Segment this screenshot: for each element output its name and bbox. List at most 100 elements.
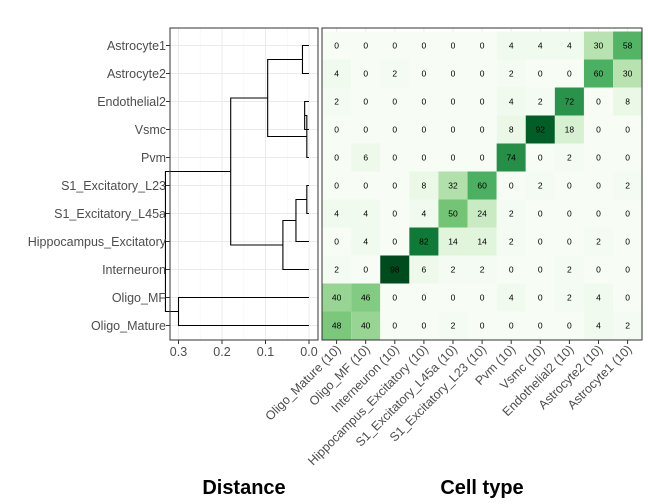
heatmap-cell [380,255,410,284]
heatmap-cell [496,171,526,200]
heatmap-cell-value: 0 [392,153,397,163]
heatmap-cell [380,31,410,60]
heatmap-cell-value: 0 [334,125,339,135]
heatmap-cell [322,283,352,312]
heatmap-cell-value: 0 [538,209,543,219]
dendrogram-xlabel: Distance [202,477,285,499]
heatmap-cell-value: 0 [392,181,397,191]
heatmap-cell [583,199,614,228]
dendrogram-panel: 0.3 0.2 0.1 0.0 [164,27,319,359]
heatmap-cell-value: 0 [596,125,601,135]
heatmap-cell-value: 8 [422,181,427,191]
heatmap-cell [467,311,497,340]
heatmap-cell [554,311,584,340]
heatmap-cell [322,59,352,88]
row-label: Interneuron [102,263,166,277]
heatmap-cell-value: 0 [567,209,572,219]
dendrogram-xtick-label: 0.1 [257,345,274,359]
heatmap-cell [409,59,439,88]
heatmap-cell-value: 46 [361,293,371,303]
heatmap-cell-value: 0 [596,97,601,107]
heatmap-cell-value: 0 [625,125,630,135]
heatmap-cell [525,199,555,228]
heatmap-cell [496,227,526,256]
heatmap-cell-value: 0 [480,97,485,107]
heatmap-cell [409,171,439,200]
heatmap-cell [438,283,468,312]
row-label: S1_Excitatory_L23 [61,179,166,193]
heatmap-cell-value: 0 [392,293,397,303]
heatmap-cell [409,31,439,60]
heatmap-cell-value: 60 [477,181,487,191]
row-label: Astrocyte2 [107,67,166,81]
heatmap-cell [380,283,410,312]
heatmap-cell [380,143,410,172]
heatmap-cell-value: 0 [509,181,514,191]
heatmap-cell-value: 0 [509,321,514,331]
heatmap-xlabel: Cell type [440,477,523,499]
heatmap-cell-value: 4 [596,293,601,303]
heatmap-cell-value: 6 [422,265,427,275]
heatmap-cell [467,143,497,172]
heatmap-cell [351,283,381,312]
heatmap-cell [554,87,584,116]
heatmap-cell [467,87,497,116]
heatmap-cell [322,115,352,144]
heatmap-cell-value: 92 [536,125,546,135]
heatmap-cell-value: 0 [567,321,572,331]
heatmap-cell-value: 0 [538,69,543,79]
heatmap-cell-value: 4 [509,41,514,51]
heatmap-cell [438,31,468,60]
row-label: Pvm [141,151,166,165]
heatmap-cell [496,283,526,312]
heatmap-cell-value: 40 [332,293,342,303]
heatmap-cell [525,87,555,116]
heatmap-cell [380,311,410,340]
heatmap-cell-value: 30 [594,41,604,51]
heatmap-cell-value: 0 [422,125,427,135]
row-label: S1_Excitatory_L45a [54,207,166,221]
heatmap-cell-value: 0 [392,97,397,107]
heatmap-cell-value: 72 [565,97,575,107]
heatmap-cell [613,255,643,284]
heatmap-cell-value: 0 [363,265,368,275]
heatmap-cell [351,171,381,200]
heatmap-cell-value: 2 [509,237,514,247]
heatmap-cell-value: 0 [422,41,427,51]
heatmap-cell-value: 2 [596,237,601,247]
heatmap-cell-value: 4 [334,69,339,79]
heatmap-cell-value: 0 [596,209,601,219]
heatmap-cell [438,59,468,88]
heatmap-cell [351,199,381,228]
heatmap-cell [380,59,410,88]
heatmap-cell [525,143,555,172]
dendrogram-xtick-label: 0.2 [213,345,230,359]
heatmap-cell-value: 82 [419,237,429,247]
heatmap-cell [409,87,439,116]
heatmap-cell [438,255,468,284]
heatmap-cell [380,227,410,256]
heatmap-cell-value: 0 [625,153,630,163]
heatmap-cell-value: 0 [538,153,543,163]
heatmap-cell-value: 0 [480,293,485,303]
heatmap-cell [583,283,614,312]
heatmap-cell [467,199,497,228]
heatmap-cell [583,311,614,340]
heatmap-cell [409,311,439,340]
heatmap-cell [438,311,468,340]
heatmap-cell-value: 0 [538,293,543,303]
heatmap-cell-value: 0 [392,237,397,247]
heatmap-cell-value: 2 [392,69,397,79]
heatmap-cell-value: 2 [538,181,543,191]
heatmap-cell-value: 0 [567,181,572,191]
heatmap-cell-value: 0 [596,265,601,275]
heatmap-cell-value: 0 [422,293,427,303]
heatmap-cell [613,59,643,88]
heatmap-cell-value: 6 [363,153,368,163]
row-label: Oligo_Mature [91,319,166,333]
heatmap-cell [467,255,497,284]
heatmap-cell-value: 0 [392,41,397,51]
heatmap-cell [380,115,410,144]
heatmap-cell-value: 0 [392,321,397,331]
heatmap-cell [583,171,614,200]
